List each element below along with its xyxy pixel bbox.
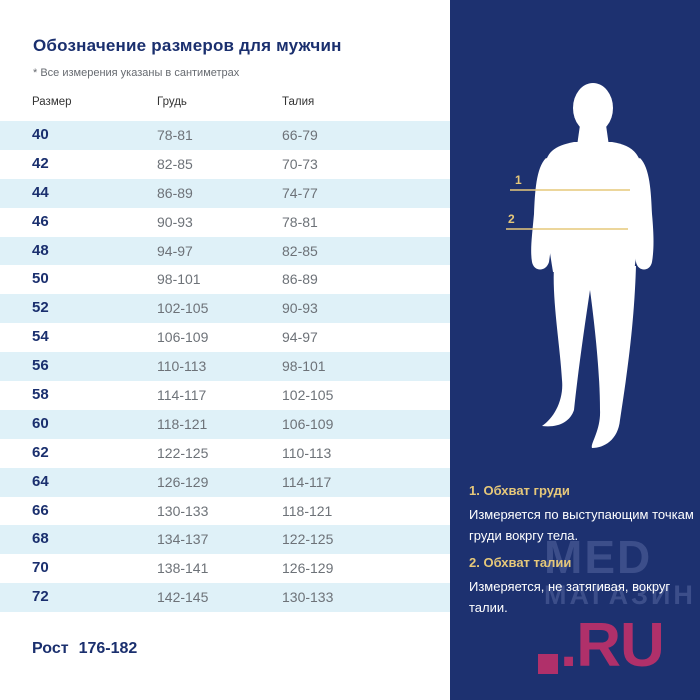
watermark-square-icon (538, 654, 558, 674)
waist-cell: 126-129 (282, 560, 334, 577)
waist-marker-label: 2 (508, 212, 515, 226)
chest-cell: 106-109 (157, 329, 209, 346)
size-cell: 50 (32, 270, 49, 288)
size-cell: 70 (32, 559, 49, 577)
waist-info-text: Измеряется, не затягивая, вокруг талии. (469, 579, 671, 615)
measurement-guide-panel: 1 2 MED МАГАЗИН .RU 1. Обхват груди Изме… (450, 0, 700, 700)
waist-cell: 98-101 (282, 358, 326, 375)
size-cell: 64 (32, 472, 49, 490)
waist-cell: 94-97 (282, 329, 318, 346)
table-row: 62 122-125 110-113 (0, 439, 450, 468)
waist-cell: 86-89 (282, 271, 318, 288)
chest-info-title: 1. Обхват груди (469, 483, 570, 498)
waist-cell: 82-85 (282, 242, 318, 259)
waist-info-title: 2. Обхват талии (469, 555, 572, 570)
height-value: 176-182 (78, 640, 138, 657)
waist-cell: 70-73 (282, 155, 318, 172)
table-row: 64 126-129 114-117 (0, 467, 450, 497)
waist-cell: 106-109 (282, 415, 334, 432)
size-cell: 52 (32, 299, 49, 317)
size-cell: 48 (32, 241, 49, 259)
waist-cell: 110-113 (282, 444, 332, 461)
table-row: 56 110-113 98-101 (0, 352, 450, 382)
size-cell: 40 (32, 126, 49, 143)
table-row: 44 86-89 74-77 (0, 178, 450, 208)
waist-cell: 90-93 (282, 300, 318, 317)
chest-cell: 90-93 (157, 213, 193, 230)
chest-cell: 82-85 (157, 155, 193, 172)
height-label: Рост (32, 640, 69, 657)
table-row: 42 82-85 70-73 (0, 150, 450, 179)
chest-marker-label: 1 (515, 173, 522, 187)
size-cell: 72 (32, 588, 49, 606)
units-note: * Все измерения указаны в сантиметрах (33, 67, 240, 79)
waist-cell: 66-79 (282, 127, 318, 143)
chest-cell: 78-81 (157, 127, 193, 143)
table-row: 58 114-117 102-105 (0, 381, 450, 410)
table-row: 60 118-121 106-109 (0, 409, 450, 439)
waist-cell: 122-125 (282, 531, 334, 548)
waist-cell: 78-81 (282, 213, 318, 230)
table-row: 48 94-97 82-85 (0, 236, 450, 266)
page-title: Обозначение размеров для мужчин (33, 36, 342, 55)
chest-cell: 118-121 (157, 415, 208, 432)
chest-cell: 110-113 (157, 358, 207, 375)
size-cell: 62 (32, 443, 49, 461)
table-row: 68 134-137 122-125 (0, 525, 450, 555)
waist-cell: 102-105 (282, 387, 334, 404)
waist-cell: 74-77 (282, 184, 318, 201)
table-row: 72 142-145 130-133 (0, 583, 450, 613)
height-info: Рост 176-182 (32, 640, 137, 658)
chest-cell: 114-117 (157, 387, 207, 404)
size-cell: 42 (32, 154, 49, 172)
table-row: 66 130-133 118-121 (0, 497, 450, 526)
size-cell: 46 (32, 212, 49, 230)
chest-cell: 134-137 (157, 531, 209, 548)
table-row: 70 138-141 126-129 (0, 554, 450, 583)
waist-cell: 130-133 (282, 589, 334, 606)
chest-measurement-info: 1. Обхват груди Измеряется по выступающи… (469, 483, 694, 546)
table-row: 46 90-93 78-81 (0, 208, 450, 237)
chest-cell: 126-129 (157, 473, 209, 490)
size-cell: 68 (32, 530, 49, 548)
chest-cell: 142-145 (157, 589, 209, 606)
chest-info-text: Измеряется по выступающим точкам груди в… (469, 507, 694, 543)
size-cell: 54 (32, 328, 49, 346)
chest-cell: 86-89 (157, 184, 193, 201)
table-row: 54 106-109 94-97 (0, 323, 450, 352)
chest-cell: 98-101 (157, 271, 201, 288)
chest-cell: 94-97 (157, 242, 193, 259)
table-row: 50 98-101 86-89 (0, 265, 450, 294)
waist-cell: 114-117 (282, 473, 332, 490)
column-header-chest: Грудь (157, 96, 187, 108)
size-cell: 60 (32, 414, 49, 432)
size-cell: 56 (32, 357, 49, 375)
column-header-size: Размер (32, 96, 72, 108)
table-row: 52 102-105 90-93 (0, 294, 450, 324)
chest-cell: 130-133 (157, 502, 209, 519)
column-header-waist: Талия (282, 96, 315, 108)
waist-measurement-info: 2. Обхват талии Измеряется, не затягивая… (469, 555, 694, 618)
size-table: 40 78-81 66-79 42 82-85 70-73 44 86-89 74-77 46 90… (0, 121, 450, 613)
size-cell: 58 (32, 386, 49, 404)
chest-cell: 102-105 (157, 300, 209, 317)
size-cell: 66 (32, 501, 49, 519)
male-body-silhouette-icon (506, 83, 654, 448)
table-row: 40 78-81 66-79 (0, 121, 450, 150)
size-chart-panel: Обозначение размеров для мужчин * Все из… (0, 36, 450, 658)
chest-cell: 122-125 (157, 444, 209, 461)
size-cell: 44 (32, 183, 49, 201)
chest-cell: 138-141 (157, 560, 209, 577)
watermark-line-3: .RU (560, 611, 665, 680)
waist-cell: 118-121 (282, 502, 333, 519)
